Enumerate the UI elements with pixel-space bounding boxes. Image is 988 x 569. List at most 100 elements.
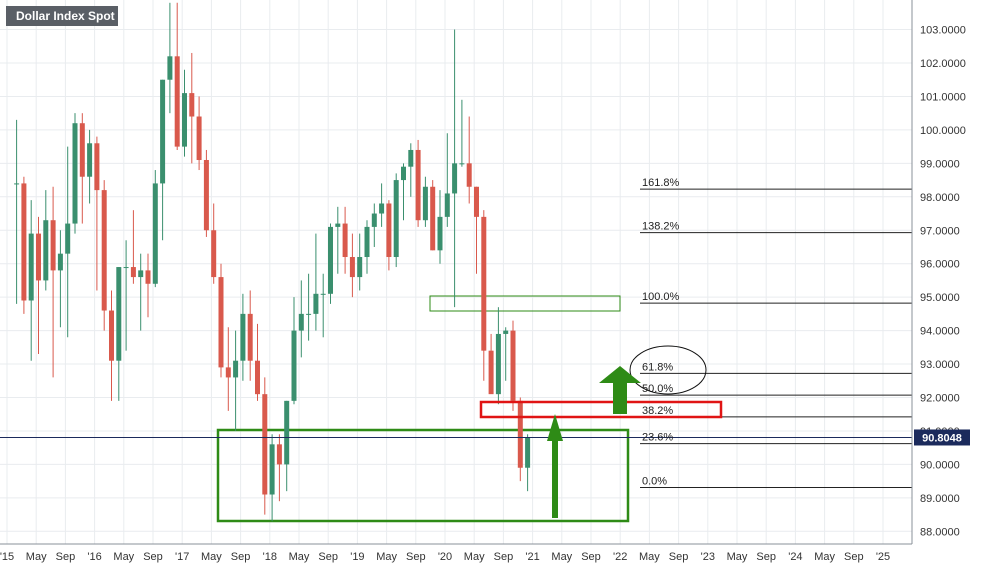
chart-title: Dollar Index Spot: [6, 6, 118, 26]
candle-body: [116, 267, 122, 361]
x-tick-label: '16: [87, 551, 101, 563]
x-tick-label: '19: [350, 551, 364, 563]
candle-body: [276, 444, 282, 465]
candle-body: [510, 330, 516, 401]
candle-body: [247, 313, 253, 361]
candle-body: [422, 186, 428, 221]
candle-body: [393, 180, 399, 258]
x-tick-label: '25: [876, 551, 890, 563]
candle-body: [466, 163, 472, 187]
x-tick-label: '22: [613, 551, 627, 563]
up-arrow-icon: [599, 366, 641, 414]
y-tick-label: 93.0000: [920, 359, 960, 371]
fib-level-label: 23.6%: [642, 432, 673, 444]
candle-body: [130, 267, 136, 278]
candle-body: [503, 330, 509, 334]
candle-body: [109, 310, 114, 361]
grid: [0, 0, 912, 544]
candle-body: [474, 186, 479, 217]
x-tick-label: '23: [701, 551, 715, 563]
candle-body: [444, 193, 450, 217]
candle-body: [284, 400, 290, 465]
y-tick-label: 102.0000: [920, 58, 966, 70]
y-tick-label: 92.0000: [920, 393, 960, 405]
x-tick-label: May: [727, 551, 748, 563]
candle-body: [145, 270, 151, 284]
y-tick-label: 99.0000: [920, 158, 960, 170]
candle-body: [255, 360, 260, 395]
x-tick-label: Sep: [143, 551, 163, 563]
x-tick-label: May: [639, 551, 660, 563]
x-tick-label: '24: [788, 551, 802, 563]
candle-body: [240, 313, 246, 361]
candles: [14, 2, 531, 522]
y-tick-label: 94.0000: [920, 326, 960, 338]
candle-body: [357, 257, 363, 278]
fib-level-label: 138.2%: [642, 221, 680, 233]
resistance-box: [429, 295, 621, 312]
candle-body: [269, 444, 275, 495]
candle-body: [488, 350, 494, 395]
fib-level-label: 50.0%: [642, 383, 673, 395]
candle-body: [50, 220, 56, 271]
y-tick-label: 103.0000: [920, 25, 966, 37]
y-tick-label: 89.0000: [920, 493, 960, 505]
x-tick-label: May: [201, 551, 222, 563]
candle-body: [101, 190, 107, 311]
candle-body: [123, 267, 129, 269]
x-tick-label: '21: [525, 551, 539, 563]
candle-body: [342, 223, 348, 258]
candle-body: [152, 183, 158, 284]
fib-level-label: 161.8%: [642, 177, 680, 189]
candle-body: [189, 93, 195, 117]
x-tick-label: Sep: [669, 551, 689, 563]
x-tick-label: May: [113, 551, 134, 563]
candle-body: [65, 223, 71, 254]
candle-body: [371, 213, 377, 227]
annotations: [479, 345, 723, 518]
support-box: [216, 428, 630, 523]
up-arrow-icon: [547, 414, 563, 518]
x-tick-label: May: [26, 551, 47, 563]
candle-body: [517, 400, 523, 468]
candle-body: [218, 277, 224, 368]
annotation-boxes: [216, 295, 630, 523]
candle-body: [174, 56, 180, 147]
candle-body: [495, 333, 501, 395]
candle-body: [43, 220, 49, 281]
candle-body: [87, 143, 93, 177]
fibonacci-levels: 161.8% 138.2% 100.0% 61.8% 50.0% 38.2% 23.6% 0.…: [0, 177, 912, 488]
candle-body: [401, 166, 406, 181]
candle-body: [386, 203, 392, 258]
candle-body: [415, 149, 421, 221]
candle-body: [379, 203, 385, 214]
candle-body: [203, 160, 209, 231]
candle-body: [14, 183, 20, 185]
x-tick-label: '20: [438, 551, 452, 563]
x-tick-label: Sep: [844, 551, 864, 563]
candle-body: [481, 216, 487, 351]
current-price-value: 90.8048: [922, 432, 962, 444]
x-tick-label: Sep: [231, 551, 251, 563]
y-tick-label: 98.0000: [920, 192, 960, 204]
x-tick-label: May: [464, 551, 485, 563]
candle-body: [262, 394, 268, 495]
candle-body: [437, 216, 443, 251]
candle-body: [298, 313, 304, 331]
y-tick-label: 101.0000: [920, 91, 966, 103]
fib-level-label: 61.8%: [642, 361, 673, 373]
candle-body: [313, 293, 319, 314]
y-tick-label: 100.0000: [920, 125, 966, 137]
candle-body: [57, 253, 63, 271]
y-tick-label: 96.0000: [920, 259, 960, 271]
x-tick-label: '18: [263, 551, 277, 563]
candle-body: [233, 360, 239, 378]
y-tick-label: 97.0000: [920, 225, 960, 237]
candle-body: [430, 186, 436, 251]
candle-body: [160, 79, 166, 184]
x-tick-label: '15: [0, 551, 14, 563]
candle-body: [196, 116, 202, 161]
candle-body: [21, 183, 27, 301]
